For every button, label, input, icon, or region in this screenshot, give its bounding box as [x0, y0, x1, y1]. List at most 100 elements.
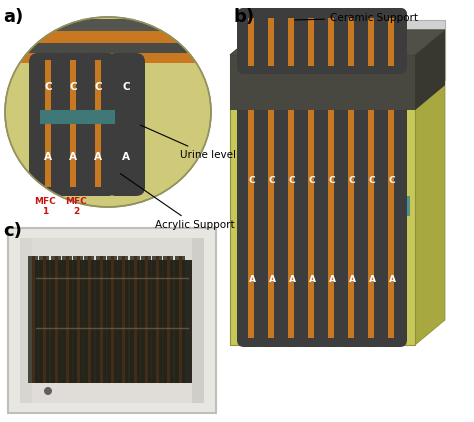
- Bar: [368, 18, 374, 66]
- Ellipse shape: [5, 17, 211, 207]
- Bar: [388, 18, 394, 66]
- Bar: [298, 196, 310, 216]
- Text: A: A: [122, 152, 130, 162]
- Bar: [66, 256, 69, 383]
- Bar: [20, 53, 196, 63]
- FancyBboxPatch shape: [257, 8, 287, 74]
- Bar: [13, 19, 203, 49]
- Bar: [278, 196, 290, 216]
- Text: C: C: [94, 82, 102, 92]
- Bar: [156, 256, 159, 383]
- Bar: [77, 256, 80, 383]
- Text: C: C: [389, 176, 395, 185]
- Text: A: A: [94, 152, 102, 162]
- Bar: [95, 60, 101, 187]
- Polygon shape: [230, 30, 445, 55]
- FancyBboxPatch shape: [317, 8, 347, 74]
- Bar: [107, 256, 117, 383]
- Polygon shape: [230, 30, 445, 55]
- FancyBboxPatch shape: [277, 8, 307, 347]
- Text: C: C: [122, 82, 130, 92]
- Bar: [230, 55, 415, 345]
- FancyBboxPatch shape: [107, 53, 145, 196]
- FancyBboxPatch shape: [54, 53, 92, 196]
- Text: A: A: [289, 275, 295, 284]
- Bar: [145, 256, 148, 383]
- FancyBboxPatch shape: [297, 8, 327, 347]
- Text: C: C: [309, 176, 315, 185]
- FancyBboxPatch shape: [277, 8, 307, 74]
- FancyBboxPatch shape: [257, 8, 287, 347]
- Bar: [318, 196, 330, 216]
- Text: A: A: [368, 275, 375, 284]
- Text: Urine level: Urine level: [140, 125, 236, 160]
- Text: Ceramic Support: Ceramic Support: [295, 13, 418, 23]
- Text: C: C: [44, 82, 52, 92]
- Bar: [118, 256, 128, 383]
- Text: C: C: [69, 82, 77, 92]
- Text: C: C: [349, 176, 356, 185]
- Bar: [20, 238, 32, 403]
- Text: a): a): [3, 8, 23, 26]
- Text: c): c): [3, 222, 22, 240]
- Text: A: A: [44, 152, 52, 162]
- Text: A: A: [248, 275, 255, 284]
- Bar: [258, 196, 270, 216]
- Bar: [308, 18, 314, 66]
- Bar: [100, 256, 103, 383]
- Bar: [39, 256, 49, 383]
- Bar: [13, 43, 203, 61]
- Bar: [8, 228, 216, 413]
- FancyBboxPatch shape: [237, 8, 267, 74]
- Bar: [192, 238, 204, 403]
- Bar: [164, 256, 173, 383]
- Bar: [179, 256, 182, 383]
- FancyBboxPatch shape: [377, 8, 407, 347]
- FancyBboxPatch shape: [317, 8, 347, 347]
- Bar: [20, 383, 204, 403]
- Bar: [111, 256, 114, 383]
- Bar: [13, 31, 203, 43]
- Bar: [134, 256, 137, 383]
- Bar: [51, 256, 61, 383]
- Bar: [43, 256, 46, 383]
- Bar: [268, 17, 274, 338]
- FancyBboxPatch shape: [377, 8, 407, 74]
- Text: A: A: [328, 275, 336, 284]
- Circle shape: [44, 387, 52, 395]
- Bar: [368, 17, 374, 338]
- Text: A: A: [389, 275, 395, 284]
- Bar: [328, 17, 334, 338]
- FancyBboxPatch shape: [357, 8, 387, 74]
- Bar: [338, 196, 350, 216]
- Text: A: A: [69, 152, 77, 162]
- Bar: [167, 256, 171, 383]
- Bar: [7, 57, 209, 199]
- Bar: [62, 256, 72, 383]
- Bar: [20, 238, 204, 260]
- Bar: [129, 256, 139, 383]
- Bar: [45, 60, 51, 187]
- Text: C: C: [328, 176, 335, 185]
- Bar: [84, 256, 94, 383]
- Bar: [255, 20, 445, 80]
- Text: C: C: [269, 176, 275, 185]
- Text: C: C: [369, 176, 375, 185]
- Bar: [358, 196, 370, 216]
- Text: C: C: [289, 176, 295, 185]
- Text: A: A: [309, 275, 316, 284]
- Bar: [32, 256, 35, 383]
- Bar: [348, 17, 354, 338]
- FancyBboxPatch shape: [79, 53, 117, 196]
- Text: A: A: [268, 275, 275, 284]
- Bar: [288, 17, 294, 338]
- FancyBboxPatch shape: [357, 8, 387, 347]
- Bar: [230, 55, 415, 110]
- Bar: [70, 60, 76, 187]
- Bar: [90, 110, 115, 124]
- Text: Acrylic Support: Acrylic Support: [120, 173, 235, 230]
- Polygon shape: [415, 30, 445, 345]
- FancyBboxPatch shape: [337, 8, 367, 347]
- Text: A: A: [348, 275, 356, 284]
- Bar: [388, 17, 394, 338]
